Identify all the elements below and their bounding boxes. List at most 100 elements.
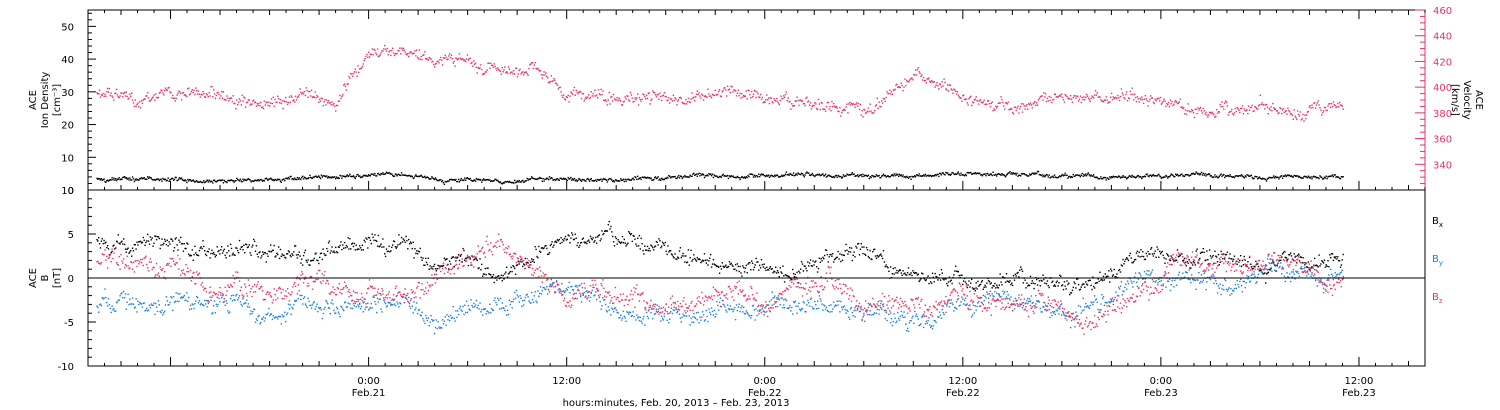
data-point bbox=[1194, 108, 1196, 111]
data-point bbox=[623, 180, 625, 183]
data-point bbox=[827, 261, 829, 263]
data-point bbox=[110, 179, 112, 181]
data-point bbox=[760, 173, 763, 175]
data-point bbox=[768, 267, 771, 269]
data-point bbox=[245, 243, 247, 245]
data-point bbox=[792, 105, 795, 107]
data-point bbox=[868, 111, 870, 113]
data-point bbox=[761, 174, 764, 176]
data-point bbox=[1067, 97, 1069, 99]
data-point bbox=[1153, 102, 1155, 105]
data-point bbox=[159, 178, 161, 181]
data-point bbox=[979, 174, 982, 176]
data-point bbox=[609, 228, 611, 230]
data-point bbox=[1016, 272, 1018, 274]
data-point bbox=[973, 99, 976, 101]
data-point bbox=[857, 174, 859, 176]
data-point bbox=[1072, 173, 1074, 176]
data-point bbox=[489, 67, 491, 70]
data-point bbox=[580, 241, 583, 244]
data-point bbox=[215, 181, 217, 183]
data-point bbox=[369, 239, 372, 242]
data-point bbox=[1161, 250, 1163, 253]
data-point bbox=[1253, 177, 1255, 180]
data-point bbox=[455, 178, 457, 181]
data-point bbox=[479, 67, 481, 69]
data-point bbox=[315, 97, 317, 99]
data-point bbox=[113, 99, 115, 101]
data-point bbox=[915, 272, 918, 274]
data-point bbox=[831, 176, 833, 178]
data-point bbox=[1156, 246, 1158, 248]
data-point bbox=[1155, 175, 1157, 177]
data-point bbox=[808, 104, 811, 106]
data-point bbox=[1225, 101, 1228, 103]
data-point bbox=[257, 256, 259, 258]
data-point bbox=[221, 295, 224, 297]
data-point bbox=[1162, 100, 1164, 102]
data-point bbox=[770, 268, 772, 270]
data-point bbox=[775, 100, 777, 102]
data-point bbox=[743, 266, 745, 269]
data-point bbox=[814, 102, 816, 104]
data-point bbox=[545, 178, 547, 181]
data-point bbox=[1270, 268, 1272, 270]
data-point bbox=[336, 252, 339, 254]
data-point bbox=[229, 255, 231, 257]
data-point bbox=[182, 250, 185, 252]
data-point bbox=[782, 97, 784, 100]
data-point bbox=[694, 99, 696, 102]
data-point bbox=[637, 93, 639, 95]
data-point bbox=[909, 78, 911, 80]
data-point bbox=[956, 172, 959, 174]
data-point bbox=[726, 174, 729, 177]
data-point bbox=[1064, 285, 1066, 287]
data-point bbox=[190, 90, 193, 93]
data-point bbox=[637, 316, 640, 318]
data-point bbox=[1061, 174, 1063, 177]
data-point bbox=[405, 235, 407, 238]
data-point bbox=[541, 289, 543, 292]
data-point bbox=[858, 108, 861, 111]
data-point bbox=[1073, 175, 1075, 177]
data-point bbox=[1110, 92, 1113, 95]
data-point bbox=[1055, 281, 1057, 284]
data-point bbox=[767, 99, 769, 101]
data-point bbox=[339, 94, 341, 97]
data-point bbox=[848, 251, 850, 253]
data-point bbox=[708, 93, 710, 95]
data-point bbox=[1288, 254, 1290, 256]
data-point bbox=[985, 286, 987, 288]
data-point bbox=[422, 54, 424, 57]
data-point bbox=[711, 310, 714, 313]
data-point bbox=[640, 100, 642, 103]
data-point bbox=[1168, 259, 1171, 261]
data-point bbox=[331, 176, 333, 178]
data-point bbox=[278, 178, 281, 181]
data-point bbox=[1026, 104, 1028, 106]
data-point bbox=[500, 73, 503, 75]
data-point bbox=[544, 178, 546, 180]
data-point bbox=[1167, 177, 1169, 179]
data-point bbox=[794, 273, 796, 276]
data-point bbox=[476, 307, 478, 309]
data-point bbox=[1107, 275, 1109, 277]
data-point bbox=[424, 51, 426, 53]
data-point bbox=[394, 53, 397, 55]
data-point bbox=[262, 253, 265, 255]
data-point bbox=[899, 269, 902, 271]
data-point bbox=[503, 307, 505, 310]
data-point bbox=[1108, 178, 1110, 180]
data-point bbox=[828, 256, 830, 258]
data-point bbox=[144, 244, 146, 246]
data-point bbox=[320, 97, 323, 99]
data-point bbox=[1281, 112, 1283, 115]
data-point bbox=[911, 77, 913, 79]
data-point bbox=[634, 176, 636, 178]
data-point bbox=[226, 95, 228, 97]
data-point bbox=[475, 299, 478, 302]
data-point bbox=[1300, 177, 1302, 179]
data-point bbox=[352, 175, 355, 177]
data-point bbox=[1305, 117, 1307, 120]
data-point bbox=[288, 308, 291, 310]
